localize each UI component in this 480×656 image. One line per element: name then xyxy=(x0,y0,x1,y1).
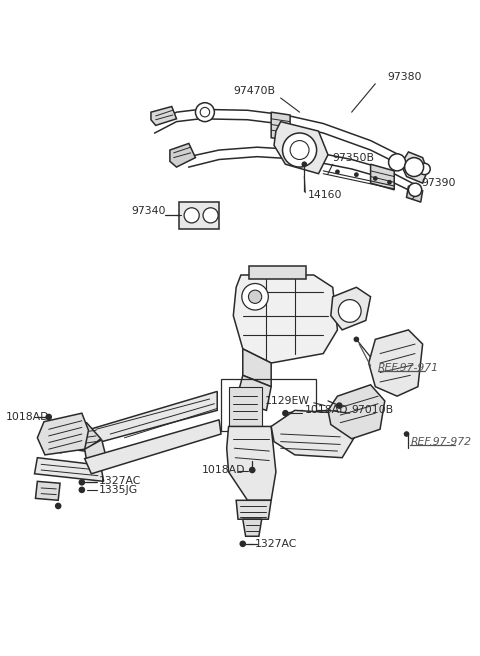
Ellipse shape xyxy=(405,157,423,176)
Text: 1335JG: 1335JG xyxy=(99,485,138,495)
Ellipse shape xyxy=(195,103,215,121)
Ellipse shape xyxy=(242,283,268,310)
Ellipse shape xyxy=(290,140,309,159)
Polygon shape xyxy=(227,426,276,501)
Polygon shape xyxy=(60,392,217,453)
Ellipse shape xyxy=(335,169,340,174)
Ellipse shape xyxy=(240,541,246,547)
Polygon shape xyxy=(170,144,195,167)
Ellipse shape xyxy=(354,173,359,177)
Polygon shape xyxy=(37,413,88,455)
Ellipse shape xyxy=(282,410,288,417)
Ellipse shape xyxy=(408,183,422,196)
Polygon shape xyxy=(243,519,262,536)
Text: 97010B: 97010B xyxy=(352,405,394,415)
Ellipse shape xyxy=(373,176,378,181)
Text: 1018AD: 1018AD xyxy=(202,465,246,475)
Ellipse shape xyxy=(184,208,199,223)
Polygon shape xyxy=(369,330,422,396)
Text: 1018AD: 1018AD xyxy=(304,405,348,415)
Polygon shape xyxy=(243,349,271,386)
Ellipse shape xyxy=(79,487,85,493)
Text: 14160: 14160 xyxy=(308,190,343,201)
Polygon shape xyxy=(236,501,271,519)
Ellipse shape xyxy=(338,300,361,322)
Ellipse shape xyxy=(79,479,85,485)
Ellipse shape xyxy=(46,414,52,420)
Polygon shape xyxy=(271,411,356,458)
Polygon shape xyxy=(407,186,422,202)
Polygon shape xyxy=(236,375,271,411)
Polygon shape xyxy=(58,422,101,451)
Polygon shape xyxy=(328,385,385,439)
Ellipse shape xyxy=(336,402,343,409)
Bar xyxy=(221,379,316,431)
Text: 1129EW: 1129EW xyxy=(264,396,310,406)
Ellipse shape xyxy=(419,163,430,174)
Polygon shape xyxy=(271,112,290,140)
Ellipse shape xyxy=(404,431,409,437)
Ellipse shape xyxy=(387,180,392,184)
Ellipse shape xyxy=(200,108,210,117)
Ellipse shape xyxy=(249,290,262,303)
Ellipse shape xyxy=(301,161,307,167)
Ellipse shape xyxy=(354,337,359,342)
Polygon shape xyxy=(36,482,60,501)
Polygon shape xyxy=(331,287,371,330)
Polygon shape xyxy=(274,121,328,174)
Polygon shape xyxy=(84,420,221,474)
Text: REF.97-972: REF.97-972 xyxy=(410,437,471,447)
Polygon shape xyxy=(35,458,104,482)
Text: 1327AC: 1327AC xyxy=(255,539,298,549)
Text: 1327AC: 1327AC xyxy=(99,476,141,486)
Text: REF.97-971: REF.97-971 xyxy=(378,363,439,373)
Text: 97350B: 97350B xyxy=(333,153,375,163)
Text: 97390: 97390 xyxy=(422,178,456,188)
Bar xyxy=(250,266,306,279)
Ellipse shape xyxy=(389,154,406,171)
Text: 97340: 97340 xyxy=(131,205,166,216)
Text: 97470B: 97470B xyxy=(233,87,276,96)
Ellipse shape xyxy=(283,133,317,167)
Text: 1018AD: 1018AD xyxy=(6,412,49,422)
Polygon shape xyxy=(228,386,262,426)
Bar xyxy=(180,202,219,228)
Polygon shape xyxy=(233,275,337,363)
Polygon shape xyxy=(401,152,427,183)
Text: 97380: 97380 xyxy=(388,72,422,82)
Polygon shape xyxy=(84,440,108,472)
Polygon shape xyxy=(151,106,177,125)
Polygon shape xyxy=(371,164,394,190)
Ellipse shape xyxy=(55,502,61,509)
Ellipse shape xyxy=(203,208,218,223)
Ellipse shape xyxy=(249,466,255,474)
